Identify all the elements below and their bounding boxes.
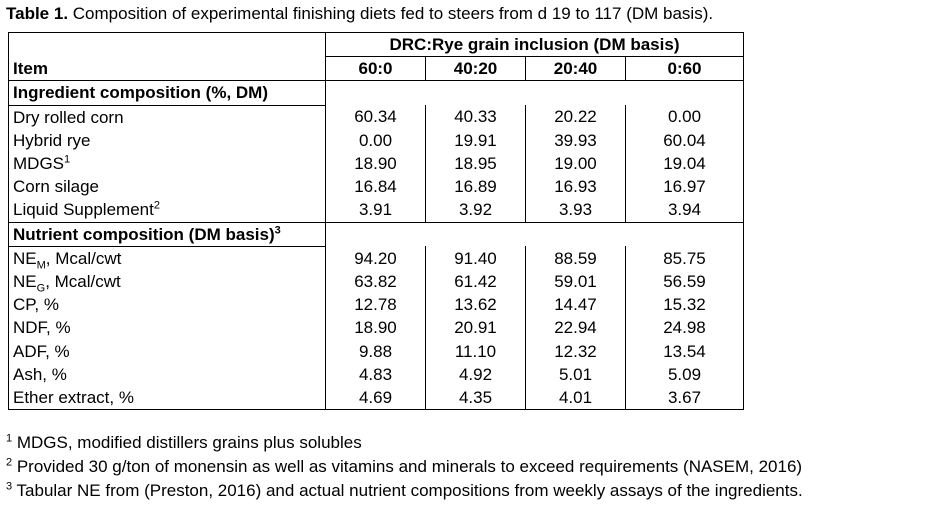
table-cell: 60.04: [625, 128, 744, 153]
footnote-marker: 1: [64, 153, 71, 166]
table-cell: 16.97: [625, 175, 744, 199]
table-cell: 88.59: [525, 246, 626, 271]
header-row-span: DRC:Rye grain inclusion (DM basis): [8, 31, 744, 58]
table-row: NEG, Mcal/cwt 63.82 61.42 59.01 56.59: [8, 270, 744, 294]
item-header: Item: [8, 56, 326, 82]
column-header: 40:20: [425, 56, 526, 82]
table-cell: 12.32: [525, 339, 626, 363]
table-cell: 94.20: [325, 246, 426, 271]
table-cell: 18.95: [425, 152, 526, 176]
table-caption: Table 1. Composition of experimental fin…: [6, 3, 713, 25]
table-cell: 20.22: [525, 105, 626, 129]
row-label: NEM, Mcal/cwt: [8, 246, 326, 271]
table-cell: 13.62: [425, 293, 526, 317]
table-cell: 56.59: [625, 270, 744, 294]
table-cell: 85.75: [625, 246, 744, 271]
footnote-marker: 2: [153, 199, 160, 212]
table-cell: 16.84: [325, 175, 426, 199]
table-row: MDGS1 18.90 18.95 19.00 19.04: [8, 152, 744, 176]
table-cell: 4.92: [425, 362, 526, 387]
table-row: NEM, Mcal/cwt 94.20 91.40 88.59 85.75: [8, 246, 744, 271]
table-cell: 4.01: [525, 386, 626, 411]
column-header: 60:0: [325, 56, 426, 82]
table-cell: 59.01: [525, 270, 626, 294]
table-cell: 63.82: [325, 270, 426, 294]
column-group-title: DRC:Rye grain inclusion (DM basis): [325, 31, 744, 58]
section-title-spacer: [325, 80, 744, 106]
table-row: ADF, % 9.88 11.10 12.32 13.54: [8, 339, 744, 363]
footnote: 2 Provided 30 g/ton of monensin as well …: [6, 456, 803, 476]
column-header: 0:60: [625, 56, 744, 82]
row-label: NEG, Mcal/cwt: [8, 270, 326, 294]
table-cell: 0.00: [625, 105, 744, 129]
table-cell: 4.83: [325, 362, 426, 387]
table-cell: 3.93: [525, 198, 626, 223]
table-row: NDF, % 18.90 20.91 22.94 24.98: [8, 316, 744, 340]
table-cell: 19.04: [625, 152, 744, 176]
table-row: CP, % 12.78 13.62 14.47 15.32: [8, 293, 744, 317]
row-label: CP, %: [8, 293, 326, 317]
table-cell: 16.89: [425, 175, 526, 199]
section-title: Ingredient composition (%, DM): [8, 80, 326, 106]
table-cell: 19.00: [525, 152, 626, 176]
section-title-row: Nutrient composition (DM basis)3: [8, 222, 744, 247]
section-title-row: Ingredient composition (%, DM): [8, 80, 744, 106]
table-cell: 39.93: [525, 128, 626, 153]
row-label: NDF, %: [8, 316, 326, 340]
table-cell: 0.00: [325, 128, 426, 153]
table-cell: 3.67: [625, 386, 744, 411]
table-cell: 18.90: [325, 152, 426, 176]
footnote: 1 MDGS, modified distillers grains plus …: [6, 432, 362, 452]
table-cell: 3.91: [325, 198, 426, 223]
table-row: Dry rolled corn 60.34 40.33 20.22 0.00: [8, 105, 744, 129]
table-cell: 4.69: [325, 386, 426, 411]
table-cell: 3.94: [625, 198, 744, 223]
section-title-spacer: [325, 222, 744, 247]
table-cell: 18.90: [325, 316, 426, 340]
table-cell: 60.34: [325, 105, 426, 129]
footnote-marker: 3: [274, 223, 281, 236]
table-caption-label: Table 1.: [6, 4, 69, 23]
table-cell: 15.32: [625, 293, 744, 317]
table-row: Hybrid rye 0.00 19.91 39.93 60.04: [8, 128, 744, 153]
table-cell: 91.40: [425, 246, 526, 271]
row-label: ADF, %: [8, 339, 326, 363]
table-cell: 3.92: [425, 198, 526, 223]
table-cell: 9.88: [325, 339, 426, 363]
table-cell: 40.33: [425, 105, 526, 129]
table-row: Ash, % 4.83 4.92 5.01 5.09: [8, 362, 744, 387]
table-cell: 4.35: [425, 386, 526, 411]
table-cell: 22.94: [525, 316, 626, 340]
row-label: Dry rolled corn: [8, 105, 326, 129]
table-cell: 14.47: [525, 293, 626, 317]
table-cell: 11.10: [425, 339, 526, 363]
table-cell: 13.54: [625, 339, 744, 363]
table-cell: 16.93: [525, 175, 626, 199]
row-label: Hybrid rye: [8, 128, 326, 153]
header-row-columns: Item 60:0 40:20 20:40 0:60: [8, 56, 744, 82]
table-cell: 5.01: [525, 362, 626, 387]
column-header: 20:40: [525, 56, 626, 82]
row-label: Corn silage: [8, 175, 326, 199]
section-title: Nutrient composition (DM basis)3: [8, 222, 326, 247]
table-cell: 5.09: [625, 362, 744, 387]
table-row: Liquid Supplement2 3.91 3.92 3.93 3.94: [8, 198, 744, 223]
table-caption-text: Composition of experimental finishing di…: [68, 4, 714, 23]
table-cell: 20.91: [425, 316, 526, 340]
table-cell: 19.91: [425, 128, 526, 153]
table-cell: 24.98: [625, 316, 744, 340]
table-cell: 12.78: [325, 293, 426, 317]
row-label: MDGS1: [8, 152, 326, 176]
row-label: Ether extract, %: [8, 386, 326, 411]
table-row: Ether extract, % 4.69 4.35 4.01 3.67: [8, 386, 744, 411]
table-cell: 61.42: [425, 270, 526, 294]
footnote: 3 Tabular NE from (Preston, 2016) and ac…: [6, 480, 803, 500]
table-row: Corn silage 16.84 16.89 16.93 16.97: [8, 175, 744, 199]
composition-table: DRC:Rye grain inclusion (DM basis) Item …: [8, 31, 744, 411]
header-blank-cell: [8, 31, 326, 57]
row-label: Liquid Supplement2: [8, 198, 326, 223]
row-label: Ash, %: [8, 362, 326, 387]
footnotes: 1 MDGS, modified distillers grains plus …: [6, 431, 803, 503]
